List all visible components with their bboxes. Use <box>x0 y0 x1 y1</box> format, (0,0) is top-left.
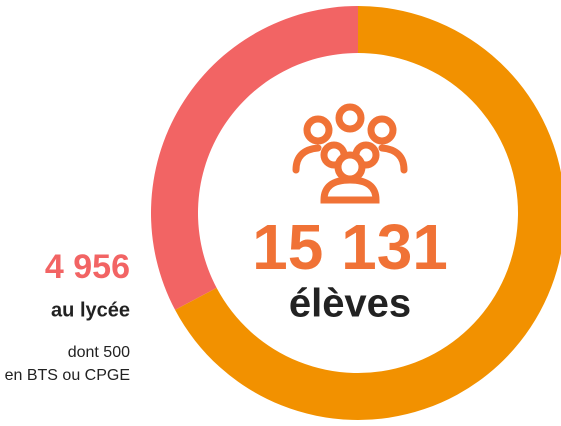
category-label: au lycée <box>51 299 130 321</box>
total-text: élèves <box>289 282 411 326</box>
annotation: dont 500 <box>68 344 130 361</box>
annotation: en BTS ou CPGE <box>5 367 130 384</box>
value-label: 4 956 <box>45 248 130 286</box>
total-value: 15 131 <box>252 211 448 283</box>
people-icon <box>292 103 408 204</box>
donut-segment <box>150 6 358 310</box>
